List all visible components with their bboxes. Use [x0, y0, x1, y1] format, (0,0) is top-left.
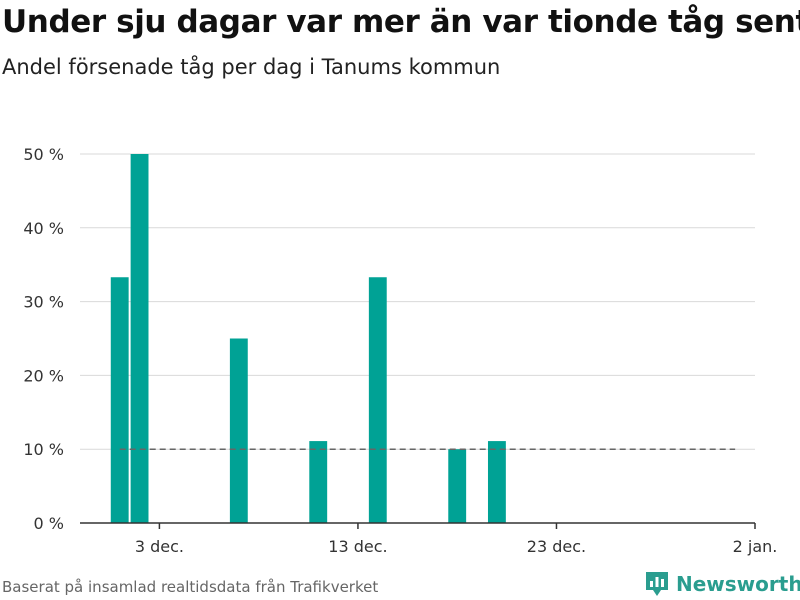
- x-tick-label: 3 dec.: [135, 537, 184, 556]
- bar: [130, 154, 149, 523]
- brand-name: Newsworthy: [676, 572, 800, 596]
- y-tick-label: 40 %: [23, 219, 64, 238]
- axes: 0 % 10 % 20 % 30 % 40 % 50 % 3 dec. 13 dec. 23 d…: [23, 145, 777, 556]
- bar: [487, 441, 506, 523]
- x-tick-label: 13 dec.: [328, 537, 387, 556]
- bar: [309, 441, 328, 523]
- y-tick-label: 10 %: [23, 440, 64, 459]
- chart-title: Under sju dagar var mer än var tionde tå…: [2, 4, 800, 40]
- bar: [368, 277, 387, 523]
- chart-subtitle: Andel försenade tåg per dag i Tanums kom…: [2, 55, 501, 79]
- y-tick-label: 30 %: [23, 293, 64, 312]
- y-tick-label: 0 %: [34, 514, 64, 533]
- bar: [229, 338, 248, 523]
- source-note: Baserat på insamlad realtidsdata från Tr…: [2, 578, 379, 596]
- x-tick-label: 2 jan.: [733, 537, 778, 556]
- y-tick-label: 20 %: [23, 366, 64, 385]
- newsworthy-logo-icon: [646, 572, 668, 596]
- bars: [110, 154, 506, 523]
- x-tick-label: 23 dec.: [527, 537, 586, 556]
- brand-logo[interactable]: Newsworthy: [644, 570, 800, 598]
- grid-lines: [80, 153, 755, 450]
- bar: [448, 449, 467, 523]
- bar: [110, 277, 129, 523]
- y-tick-label: 50 %: [23, 145, 64, 164]
